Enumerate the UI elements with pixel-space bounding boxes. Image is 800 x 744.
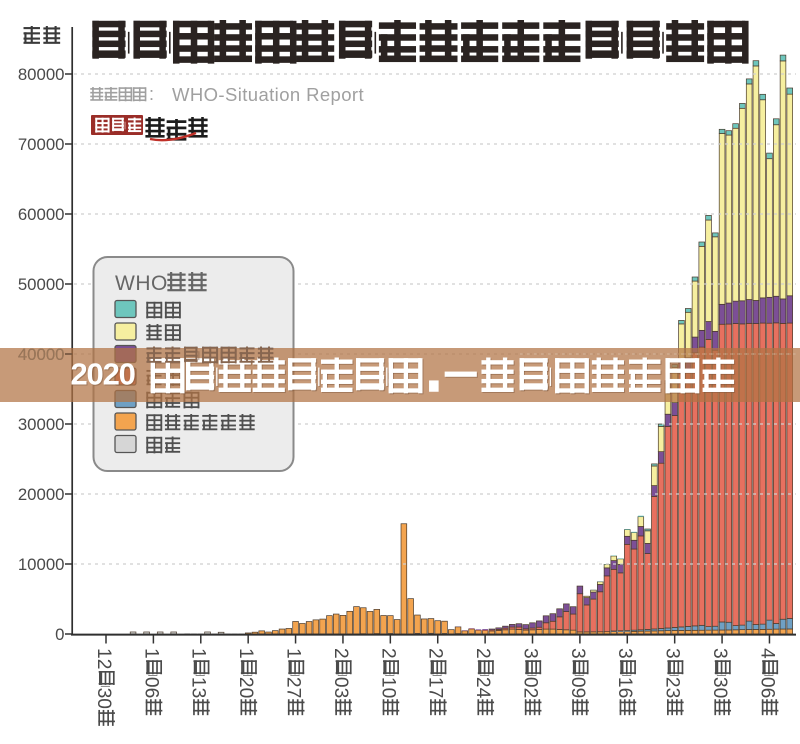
svg-text:2020: 2020 (72, 358, 136, 393)
svg-text:0: 0 (55, 625, 64, 644)
svg-text:2: 2 (377, 648, 398, 659)
svg-text:3: 3 (662, 648, 683, 659)
svg-text:2: 2 (330, 648, 351, 659)
svg-text:2: 2 (93, 659, 114, 670)
svg-text:3: 3 (519, 648, 540, 659)
svg-text:1: 1 (425, 677, 446, 688)
svg-text:6: 6 (756, 688, 777, 699)
svg-text:0: 0 (519, 677, 540, 688)
svg-text:WHO: WHO (115, 272, 168, 295)
svg-text:7: 7 (425, 688, 446, 699)
svg-text:0: 0 (377, 688, 398, 699)
svg-text:3: 3 (188, 688, 209, 699)
svg-text:2: 2 (472, 677, 493, 688)
svg-text:60000: 60000 (18, 205, 65, 224)
svg-text:2: 2 (425, 648, 446, 659)
svg-text:0: 0 (567, 677, 588, 688)
svg-text::: : (149, 84, 154, 104)
svg-text:3: 3 (330, 688, 351, 699)
svg-text:40000: 40000 (18, 345, 65, 364)
svg-text:7: 7 (283, 688, 304, 699)
svg-text:1: 1 (188, 677, 209, 688)
svg-text:2: 2 (662, 677, 683, 688)
svg-text:3: 3 (662, 688, 683, 699)
svg-text:0: 0 (235, 688, 256, 699)
svg-text:10000: 10000 (18, 555, 65, 574)
svg-text:0: 0 (709, 688, 730, 699)
svg-text:3: 3 (93, 688, 114, 699)
svg-text:3: 3 (567, 648, 588, 659)
svg-text:1: 1 (283, 648, 304, 659)
svg-text:2: 2 (519, 688, 540, 699)
svg-text:80000: 80000 (18, 65, 65, 84)
svg-text:0: 0 (330, 677, 351, 688)
svg-text:1: 1 (235, 648, 256, 659)
svg-text:6: 6 (140, 688, 161, 699)
svg-text:1: 1 (140, 648, 161, 659)
svg-text:1: 1 (614, 677, 635, 688)
svg-text:1: 1 (93, 648, 114, 659)
svg-text:6: 6 (614, 688, 635, 699)
svg-text:2: 2 (235, 677, 256, 688)
svg-text:3: 3 (709, 648, 730, 659)
svg-text:0: 0 (756, 677, 777, 688)
svg-text:2020: 2020 (71, 357, 135, 392)
svg-text:4: 4 (756, 648, 777, 659)
svg-text:30000: 30000 (18, 415, 65, 434)
svg-text:20000: 20000 (18, 485, 65, 504)
svg-text:4: 4 (472, 688, 493, 699)
svg-text:2: 2 (283, 677, 304, 688)
svg-text:1: 1 (377, 677, 398, 688)
svg-text:9: 9 (567, 688, 588, 699)
svg-text:70000: 70000 (18, 135, 65, 154)
svg-text:1: 1 (188, 648, 209, 659)
svg-text:0: 0 (93, 698, 114, 709)
svg-text:3: 3 (614, 648, 635, 659)
svg-text:2: 2 (472, 648, 493, 659)
svg-text:WHO-Situation Report: WHO-Situation Report (172, 84, 364, 105)
svg-text:0: 0 (140, 677, 161, 688)
svg-text:50000: 50000 (18, 275, 65, 294)
svg-text:3: 3 (709, 677, 730, 688)
